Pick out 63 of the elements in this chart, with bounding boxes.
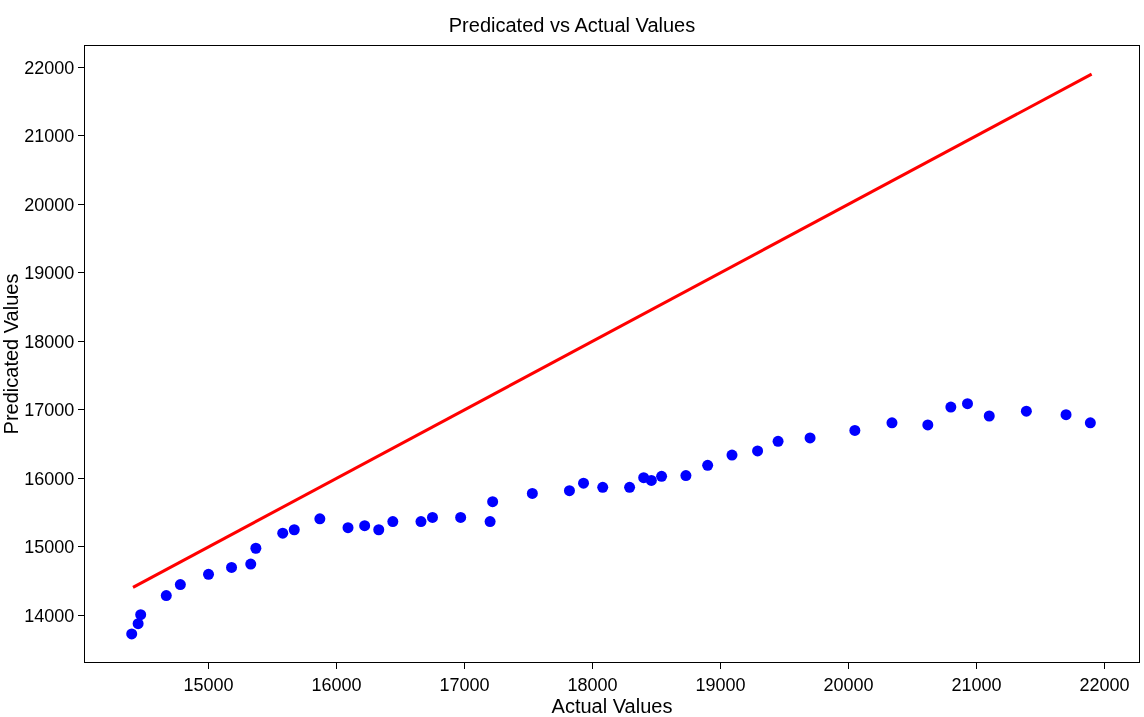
point (160, 590, 172, 602)
y-tick-label: 19000 (24, 263, 75, 284)
point (484, 516, 496, 528)
chart-title: Predicated vs Actual Values (448, 13, 696, 36)
point (563, 485, 575, 497)
point (961, 398, 973, 410)
point (132, 618, 144, 630)
y-tick-label: 17000 (24, 400, 75, 421)
point (314, 513, 326, 525)
point (174, 579, 186, 591)
x-tick-label: 22000 (1079, 674, 1130, 695)
y-tick-label: 15000 (24, 537, 75, 558)
point (203, 568, 215, 580)
point (983, 410, 995, 422)
point (645, 474, 657, 486)
y-tick-label: 14000 (24, 605, 75, 626)
point (886, 417, 898, 429)
x-tick-label: 17000 (439, 674, 490, 695)
point (752, 445, 764, 457)
point (945, 401, 957, 413)
point (772, 435, 784, 447)
point (373, 524, 385, 536)
point (250, 542, 262, 554)
point (1060, 409, 1072, 421)
x-tick-label: 21000 (951, 674, 1002, 695)
point (526, 487, 538, 499)
point (1020, 405, 1032, 417)
point (288, 524, 300, 536)
x-axis-title: Actual Values (551, 694, 673, 717)
point (226, 561, 238, 573)
x-tick-label: 15000 (183, 674, 234, 695)
point (702, 459, 714, 471)
y-tick-label: 21000 (24, 126, 75, 147)
point (1084, 417, 1096, 429)
y-tick-label: 16000 (24, 468, 75, 489)
point (849, 424, 861, 436)
x-tick-label: 16000 (311, 674, 362, 695)
y-axis-title: Predicated Values (0, 273, 22, 435)
point (455, 511, 467, 523)
point (277, 527, 289, 539)
x-tick-label: 20000 (823, 674, 874, 695)
point (804, 432, 816, 444)
x-tick-label: 19000 (695, 674, 746, 695)
point (726, 449, 738, 461)
point (245, 558, 257, 570)
point (487, 496, 499, 508)
point (426, 511, 438, 523)
point (680, 470, 692, 482)
point (135, 609, 147, 621)
y-tick-label: 18000 (24, 331, 75, 352)
point (597, 481, 609, 493)
x-tick-label: 18000 (567, 674, 618, 695)
point (387, 516, 399, 528)
point (624, 481, 636, 493)
point (359, 520, 371, 532)
y-tick-label: 20000 (24, 194, 75, 215)
point (342, 522, 354, 534)
point (415, 516, 427, 528)
point (126, 628, 138, 640)
point (578, 477, 590, 489)
point (656, 470, 668, 482)
y-tick-label: 22000 (24, 57, 75, 78)
point (922, 419, 934, 431)
